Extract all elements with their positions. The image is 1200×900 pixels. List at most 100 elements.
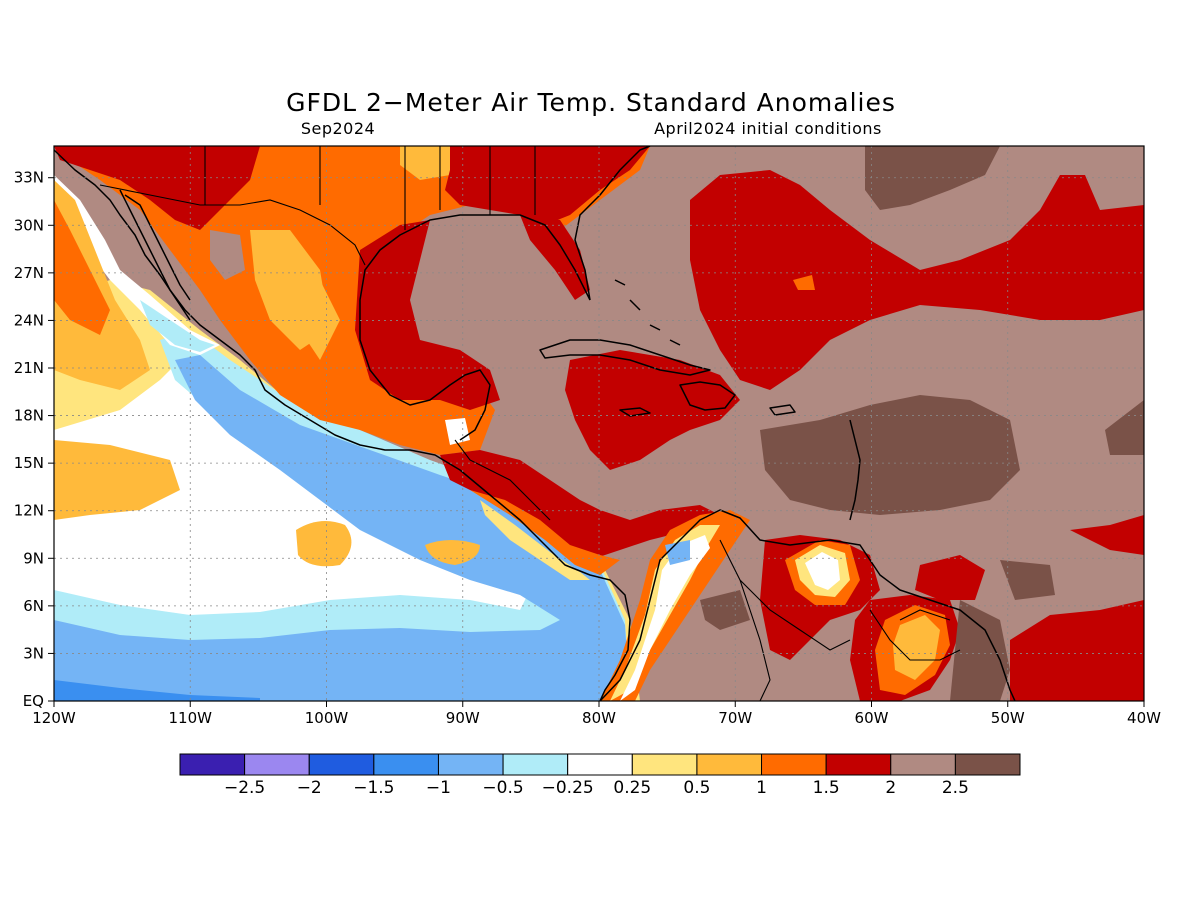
map-subtitle-month: Sep2024	[301, 119, 375, 138]
anomaly-atlantic-red	[690, 170, 1144, 390]
lon-tick-label: 90W	[446, 709, 480, 727]
colorbar-label: −2	[297, 778, 322, 798]
colorbar-swatch	[696, 753, 763, 776]
lon-tick-label: 60W	[855, 709, 889, 727]
anomaly-pacific-warm-west	[54, 180, 150, 390]
colorbar-label: −1	[426, 778, 451, 798]
colorbar-swatch	[954, 753, 1021, 776]
colorbar-swatch	[244, 753, 310, 776]
anomaly-colombia-white	[620, 535, 710, 701]
map-title: GFDL 2−Meter Air Temp. Standard Anomalie…	[286, 88, 896, 117]
colorbar-swatch	[761, 753, 827, 776]
anomaly-pacific-coastal-cold	[140, 300, 215, 352]
lat-tick-label: 30N	[14, 216, 44, 234]
anomaly-pacific-warm-blob-2	[425, 540, 480, 565]
lon-tick-label: 110W	[169, 709, 213, 727]
anomaly-atlantic-red-e	[1070, 515, 1144, 555]
border-central-america	[454, 439, 551, 521]
anomaly-guiana-dark	[950, 600, 1010, 701]
colorbar-label: 2	[885, 778, 896, 798]
anomaly-central-america-orange	[470, 490, 620, 575]
lon-tick-label: 100W	[305, 709, 349, 727]
anomaly-pacific-warm-west-2	[54, 200, 110, 335]
lat-tick-label: 24N	[14, 311, 44, 329]
anomaly-mexico-orange-2	[300, 270, 340, 360]
colorbar-label: −0.25	[542, 778, 594, 798]
colorbar-swatch	[437, 753, 504, 776]
anomaly-pacific-cold-025	[54, 330, 630, 701]
coastline-lesser-antilles	[849, 419, 861, 521]
lat-tick-label: 9N	[23, 549, 44, 567]
lon-tick-label: 50W	[991, 709, 1025, 727]
colorbar-swatch	[825, 753, 892, 776]
colorbar-swatch	[890, 753, 956, 776]
lat-tick-label: 3N	[23, 644, 44, 662]
coastline-hispaniola	[679, 381, 736, 411]
colorbar-label: −1.5	[353, 778, 394, 798]
map-axes: 120W 110W 100W 90W 80W 70W 60W 50W 40W EQ 3N 6N 9N 12…	[14, 169, 1161, 727]
lon-tick-label: 80W	[582, 709, 616, 727]
lat-tick-label: 12N	[14, 502, 44, 520]
coastline-south-america	[599, 509, 1016, 701]
anomaly-atlantic-orange-spot	[793, 275, 815, 290]
lon-tick-label: 70W	[718, 709, 752, 727]
anomaly-atlantic-dark-e	[1105, 400, 1144, 455]
anomaly-pacific-coastal-neutral	[54, 175, 220, 355]
map-panel	[54, 146, 1144, 701]
lon-tick-label: 40W	[1127, 709, 1161, 727]
map-subtitle-initial-conditions: April2024 initial conditions	[654, 119, 882, 138]
anomaly-gulf-red	[355, 220, 500, 410]
anomaly-atlantic-dark-se	[1000, 560, 1055, 600]
anomaly-guiana-yellow	[893, 615, 940, 680]
anomaly-colombia-blue	[665, 540, 690, 565]
colorbar: −2.5 −2 −1.5 −1 −0.5 −0.25 0.25 0.5 1 1.5 2 2.5	[179, 753, 1021, 798]
lat-tick-label: 21N	[14, 359, 44, 377]
coastline-jamaica	[619, 407, 651, 417]
lon-tick-label: 120W	[32, 709, 76, 727]
colorbar-label: −0.5	[482, 778, 523, 798]
anomaly-florida-red	[520, 215, 590, 300]
lat-tick-label: EQ	[23, 692, 44, 710]
lat-tick-label: 15N	[14, 454, 44, 472]
colorbar-swatch	[567, 753, 633, 776]
colorbar-label: 1.5	[813, 778, 840, 798]
colorbar-label: 1	[756, 778, 767, 798]
colorbar-swatch	[631, 753, 698, 776]
anomaly-us-red	[54, 146, 260, 230]
anomaly-pacific-warm-south	[54, 440, 180, 520]
coastline-bahamas	[614, 279, 681, 346]
border-us-mexico	[99, 184, 366, 266]
anomaly-caribbean-red	[565, 350, 740, 470]
colorbar-label: 0.25	[613, 778, 651, 798]
border-south-america	[719, 539, 961, 701]
lat-tick-label: 27N	[14, 264, 44, 282]
anomaly-pacific-cold-1	[54, 680, 260, 701]
lat-tick-label: 33N	[14, 169, 44, 187]
colorbar-swatch	[373, 753, 439, 776]
colorbar-label: −2.5	[224, 778, 265, 798]
coastline-cuba	[539, 339, 711, 376]
anomaly-mexico-brown	[210, 230, 245, 280]
coastline-puerto-rico	[769, 404, 796, 416]
colorbar-label: 2.5	[942, 778, 969, 798]
lat-tick-label: 18N	[14, 407, 44, 425]
coastline-baja	[119, 189, 191, 321]
anomaly-pacific-warm-blob	[296, 521, 352, 567]
coastline-north-america-pacific	[54, 149, 631, 701]
coastlines	[54, 146, 1016, 701]
anomaly-brazil-red	[915, 555, 985, 600]
colorbar-swatch	[502, 753, 569, 776]
anomaly-atlantic-dark-mid	[760, 395, 1020, 515]
anomaly-colombia-dark	[700, 590, 750, 630]
anomaly-us-orange	[400, 146, 450, 180]
colorbar-swatch	[308, 753, 375, 776]
anomaly-central-america-red	[440, 450, 720, 560]
colorbar-swatch	[179, 753, 246, 776]
graticule	[54, 146, 1144, 701]
anomaly-atlantic-red-se	[1010, 600, 1144, 701]
anomaly-central-america-yellow	[480, 500, 590, 580]
lat-tick-label: 6N	[23, 597, 44, 615]
colorbar-label: 0.5	[683, 778, 710, 798]
anomaly-venezuela-white	[805, 552, 840, 590]
